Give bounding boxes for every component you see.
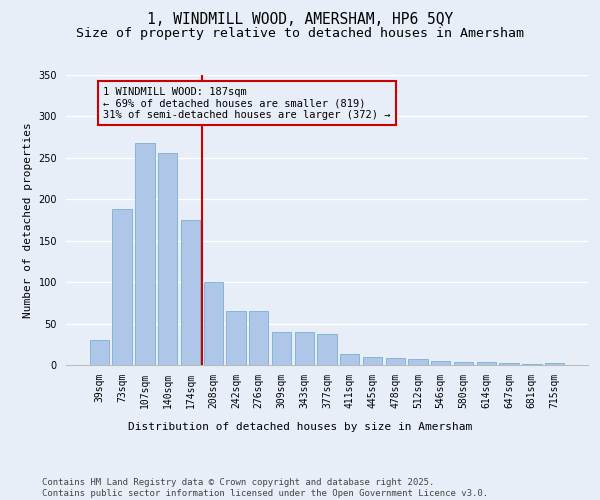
Bar xyxy=(499,364,519,365)
Bar xyxy=(249,311,268,365)
Bar xyxy=(476,362,496,365)
Bar xyxy=(90,340,109,365)
Bar xyxy=(363,356,382,365)
Y-axis label: Number of detached properties: Number of detached properties xyxy=(23,122,33,318)
Text: Contains HM Land Registry data © Crown copyright and database right 2025.
Contai: Contains HM Land Registry data © Crown c… xyxy=(42,478,488,498)
Bar xyxy=(203,282,223,365)
Bar xyxy=(454,362,473,365)
Bar xyxy=(409,359,428,365)
Bar xyxy=(386,358,405,365)
Bar xyxy=(135,143,155,365)
Bar xyxy=(545,364,564,365)
Text: Distribution of detached houses by size in Amersham: Distribution of detached houses by size … xyxy=(128,422,472,432)
Bar xyxy=(317,334,337,365)
Text: 1, WINDMILL WOOD, AMERSHAM, HP6 5QY: 1, WINDMILL WOOD, AMERSHAM, HP6 5QY xyxy=(147,12,453,28)
Bar xyxy=(226,311,245,365)
Bar xyxy=(431,361,451,365)
Bar xyxy=(158,153,178,365)
Bar xyxy=(522,364,542,365)
Bar xyxy=(272,332,291,365)
Bar xyxy=(112,209,132,365)
Bar xyxy=(340,354,359,365)
Bar xyxy=(181,220,200,365)
Bar xyxy=(295,332,314,365)
Text: Size of property relative to detached houses in Amersham: Size of property relative to detached ho… xyxy=(76,28,524,40)
Text: 1 WINDMILL WOOD: 187sqm
← 69% of detached houses are smaller (819)
31% of semi-d: 1 WINDMILL WOOD: 187sqm ← 69% of detache… xyxy=(103,86,391,120)
